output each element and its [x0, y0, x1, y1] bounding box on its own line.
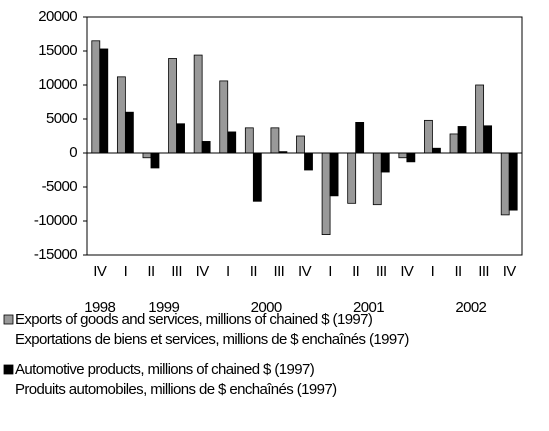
bar: [483, 125, 493, 154]
x-tick-label: I: [328, 263, 332, 280]
legend-label-fr: Produits automobiles, millions de $ ench…: [15, 381, 337, 398]
bar: [296, 135, 305, 154]
bar: [398, 152, 408, 159]
x-tick-label: III: [376, 263, 387, 280]
bar: [347, 152, 357, 204]
bar: [168, 58, 177, 154]
x-tick-label: II: [454, 263, 461, 280]
bar: [355, 122, 365, 154]
year-label: 2002: [455, 299, 486, 316]
year-label: 2000: [251, 299, 282, 316]
legend-label-fr: Exportations de biens et services, milli…: [15, 331, 409, 348]
plot-frame: [86, 16, 523, 256]
bar: [244, 127, 254, 154]
y-tick-label: -15000: [34, 246, 77, 263]
bar: [406, 152, 416, 163]
y-tick-label: 10000: [38, 76, 77, 93]
legend-swatch: [3, 364, 14, 375]
year-label: 1999: [148, 299, 179, 316]
legend-label: Automotive products, millions of chained…: [15, 361, 315, 378]
bar: [193, 54, 203, 154]
x-tick-label: IV: [196, 263, 210, 280]
x-tick-label: IV: [503, 263, 517, 280]
bar: [500, 152, 510, 216]
bar: [176, 123, 185, 154]
bar: [449, 133, 459, 154]
y-tick-label: 15000: [38, 42, 77, 59]
bar: [372, 152, 382, 206]
bar: [424, 119, 433, 154]
x-tick-label: II: [352, 263, 359, 280]
x-tick-label: II: [147, 263, 154, 280]
bar: [432, 147, 441, 154]
x-tick-label: I: [124, 263, 128, 280]
y-tick-label: 0: [69, 144, 77, 161]
x-tick-label: III: [478, 263, 489, 280]
bar: [142, 152, 152, 159]
x-tick-label: III: [274, 263, 285, 280]
bar: [304, 152, 313, 171]
bar: [329, 152, 339, 197]
y-tick-label: 20000: [38, 8, 77, 25]
x-tick-label: III: [171, 263, 182, 280]
bar: [252, 152, 262, 202]
x-tick-label: I: [226, 263, 230, 280]
bar: [150, 152, 160, 169]
y-tick-label: 5000: [46, 110, 77, 127]
bar: [91, 40, 101, 154]
bar: [227, 131, 237, 154]
bar: [99, 48, 109, 154]
x-tick-label: IV: [93, 263, 107, 280]
x-tick-label: IV: [400, 263, 414, 280]
bar: [380, 152, 390, 173]
bar: [124, 111, 134, 154]
bar: [475, 84, 485, 154]
legend-label: Exports of goods and services, millions …: [15, 311, 373, 328]
year-label: 1998: [84, 299, 115, 316]
bar: [219, 80, 229, 154]
bar: [508, 152, 518, 211]
bar: [201, 141, 211, 154]
x-tick-label: II: [250, 263, 257, 280]
x-tick-label: I: [431, 263, 435, 280]
x-tick-label: IV: [298, 263, 312, 280]
bar: [116, 76, 126, 154]
year-label: 2001: [353, 299, 384, 316]
y-tick-label: -10000: [34, 212, 77, 229]
bar: [457, 126, 467, 154]
y-tick-label: -5000: [42, 178, 78, 195]
bar: [270, 127, 280, 154]
legend-swatch: [3, 314, 14, 325]
bar: [321, 152, 331, 235]
